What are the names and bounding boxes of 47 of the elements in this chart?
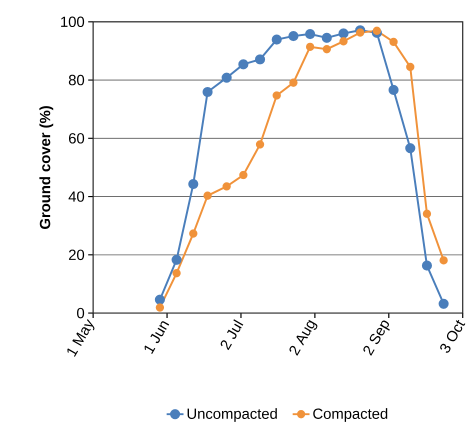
point	[172, 254, 182, 265]
point	[272, 91, 281, 100]
point	[388, 84, 399, 96]
x-tick-label: 3 Oct	[440, 320, 466, 353]
point	[339, 37, 348, 46]
point	[188, 178, 198, 190]
point	[372, 26, 382, 35]
point	[305, 28, 316, 40]
point	[422, 260, 432, 271]
y-tick-label: 40	[68, 191, 84, 202]
y-tick-label: 100	[61, 16, 84, 28]
point	[356, 28, 364, 37]
point	[256, 140, 264, 149]
y-tick-label: 20	[68, 250, 84, 260]
y-tick-label: 0	[77, 308, 84, 318]
point	[203, 192, 212, 200]
point	[222, 182, 231, 191]
legend-label: Compacted	[313, 408, 388, 422]
point	[322, 32, 332, 43]
y-tick-label: 60	[68, 133, 84, 144]
point	[172, 269, 181, 278]
point	[254, 54, 266, 64]
x-tick-label: 2 Sep	[363, 320, 390, 356]
point	[238, 59, 248, 70]
y-tick-label: 80	[68, 74, 84, 86]
x-tick-label: 1 Jun	[144, 321, 170, 354]
point	[306, 42, 314, 52]
point	[189, 229, 198, 238]
point	[239, 170, 248, 180]
point	[289, 78, 298, 87]
x-tick-label: 2 Jul	[220, 319, 244, 350]
point	[288, 31, 298, 42]
point	[438, 298, 449, 309]
point	[322, 45, 331, 54]
point	[406, 62, 414, 72]
point	[422, 210, 432, 218]
point	[338, 28, 349, 38]
point	[222, 72, 232, 83]
point	[389, 38, 398, 46]
legend-label: Uncompacted	[188, 408, 277, 422]
point	[272, 34, 282, 45]
point	[156, 303, 164, 312]
point	[154, 294, 165, 305]
point	[405, 143, 416, 154]
point	[439, 256, 448, 265]
y-axis-title: Ground cover (%)	[39, 106, 54, 229]
point	[202, 86, 213, 98]
